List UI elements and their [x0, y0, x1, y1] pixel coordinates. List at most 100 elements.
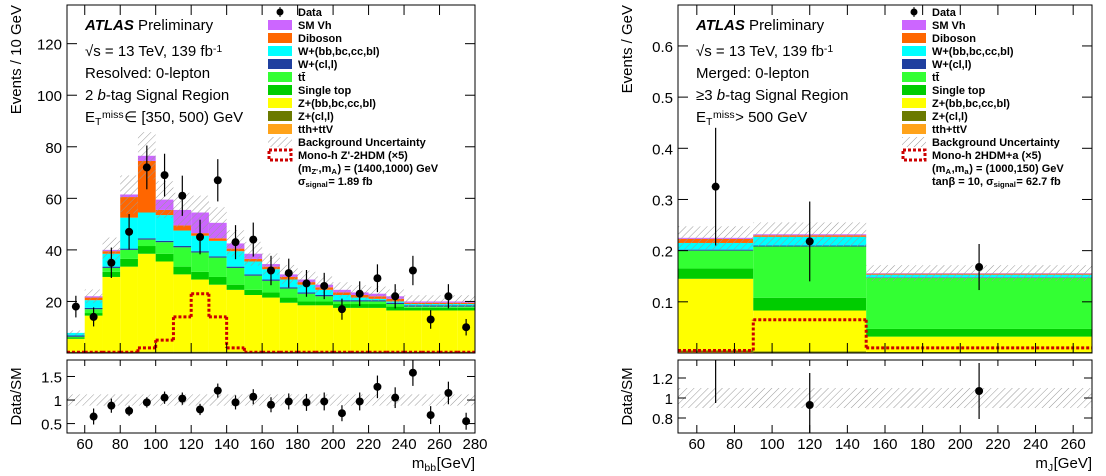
legend-swatch: [268, 98, 292, 108]
legend-swatch: [902, 85, 926, 95]
x-tick-label: 200: [321, 436, 346, 453]
stack-segment: [866, 351, 1092, 353]
text-part: ATLAS: [84, 17, 134, 34]
stack-segment: [279, 288, 298, 298]
stack-segment: [386, 306, 405, 311]
ratio-point: [89, 412, 98, 421]
stack-segment: [208, 240, 227, 257]
annotation: ATLAS Preliminary: [695, 17, 825, 34]
data-point: [320, 281, 329, 290]
y-tick-label: 0.5: [41, 417, 62, 434]
stack-segment: [137, 351, 156, 353]
ratio-plot: [67, 360, 475, 430]
stack-segment: [297, 351, 316, 353]
data-point: [284, 269, 293, 278]
text-part: J: [1048, 462, 1053, 474]
stack-segment: [866, 328, 1092, 337]
ratio-band: [84, 394, 103, 406]
stack-segment: [67, 351, 85, 353]
x-tick-label: 60: [76, 436, 93, 453]
text-part: = 1.89 fb: [328, 176, 373, 188]
main-plot: [678, 127, 1092, 353]
y-tick-label: 1: [665, 391, 673, 408]
stack-segment: [84, 315, 103, 352]
stack-segment: [226, 284, 245, 290]
stack-segment: [297, 305, 316, 352]
legend-swatch: [268, 85, 292, 95]
legend-label: Mono-h 2HDM+a (×5): [932, 150, 1042, 162]
stack-segment: [155, 261, 174, 352]
stack-segment: [120, 266, 138, 352]
legend-label: Data: [298, 7, 323, 19]
uncertainty-band: [368, 286, 387, 301]
stack-segment: [350, 351, 369, 353]
stack-segment: [67, 336, 85, 338]
legend-label: SM Vh: [298, 20, 332, 32]
text-part: bb: [424, 462, 436, 474]
annotation: Merged: 0-lepton: [696, 65, 809, 82]
text-part: a: [964, 167, 969, 176]
stack-segment: [191, 271, 209, 280]
text-part: tanβ = 10, σ: [932, 176, 994, 188]
text-part: ATLAS: [695, 17, 745, 34]
uncertainty-band: [333, 282, 351, 298]
y-tick-label: 0.3: [652, 192, 673, 209]
ratio-band: [67, 394, 85, 406]
stack-segment: [155, 215, 174, 241]
legend-label: Z+(bb,bc,cc,bl): [932, 98, 1010, 110]
annotation: ATLAS Preliminary: [84, 17, 214, 34]
stack-segment: [191, 279, 209, 352]
legend-swatch: [902, 20, 926, 30]
y-tick-label: 80: [45, 140, 62, 157]
text-part: -tag Signal Region: [725, 87, 848, 104]
x-tick-label: 80: [726, 436, 743, 453]
stack-segment: [226, 289, 245, 352]
legend-label: Diboson: [932, 33, 976, 45]
y-tick-label: 100: [37, 88, 62, 105]
stack-segment: [226, 266, 245, 268]
text-part: Merged: 0-lepton: [696, 65, 809, 82]
legend-swatch: [267, 148, 293, 162]
annotation: ≥3 b-tag Signal Region: [696, 87, 849, 104]
stack-segment: [439, 310, 458, 352]
legend-note: tanβ = 10, σsignal = 62.7 fb: [932, 176, 1061, 189]
x-tick-label: 120: [797, 436, 822, 453]
stack-segment: [173, 247, 192, 267]
text-part: > 500 GeV: [735, 109, 807, 126]
y-tick-label: 1.2: [652, 371, 673, 388]
stack-segment: [333, 351, 351, 353]
legend-swatch: [902, 137, 926, 147]
legend-swatch: [902, 111, 926, 121]
legend-label: Z+(bb,bc,cc,bl): [298, 98, 376, 110]
uncertainty-band: [67, 330, 85, 336]
ratio-plot: [678, 360, 1092, 433]
x-tick-label: 280: [462, 436, 487, 453]
text-part: Preliminary: [134, 17, 214, 34]
annotation: Resolved: 0-lepton: [85, 65, 210, 82]
legend-label: Diboson: [298, 33, 342, 45]
uncertainty-band: [84, 289, 103, 304]
x-tick-label: 140: [835, 436, 860, 453]
x-tick-label: 260: [1061, 436, 1086, 453]
legend-swatch: [268, 137, 292, 147]
x-tick-label: 220: [356, 436, 381, 453]
stack-segment: [386, 351, 405, 353]
ratio-point: [107, 401, 116, 410]
data-point: [408, 266, 417, 275]
text-part: ) = (1000,150) GeV: [969, 163, 1064, 175]
ratio-point: [391, 393, 400, 402]
stack-segment: [120, 258, 138, 267]
text-part: -1: [824, 43, 833, 55]
text-part: b: [717, 87, 725, 104]
stack-segment: [439, 351, 458, 353]
ratio-point: [302, 398, 311, 407]
x-tick-label: 160: [872, 436, 897, 453]
legend-label: Z+(cl,l): [932, 111, 968, 123]
y-axis-title: Events / 10 GeV: [8, 5, 25, 114]
ratio-band: [208, 394, 227, 406]
stack-segment: [678, 268, 754, 279]
legend-swatch: [268, 124, 292, 134]
stack-segment: [244, 295, 263, 352]
stack-segment: [279, 287, 298, 289]
legend-note: σsignal = 1.89 fb: [298, 176, 373, 189]
